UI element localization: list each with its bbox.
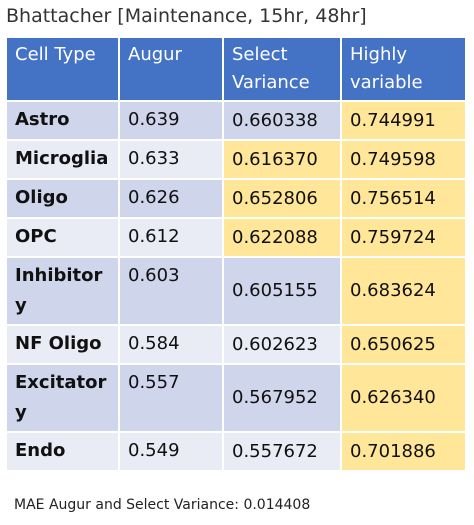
row: Inhibitory 0.603 0.605155 0.683624	[5, 256, 467, 326]
cell: 0.603	[118, 256, 224, 326]
cell-type: Oligo	[5, 178, 120, 219]
cell: 0.622088	[222, 217, 342, 258]
cell-type: OPC	[5, 217, 120, 258]
header-cell: Cell Type	[5, 36, 120, 102]
cell: 0.683624	[340, 256, 467, 326]
cell: 0.567952	[222, 363, 342, 433]
cell: 0.612	[118, 217, 224, 258]
cell-type: Endo	[5, 431, 120, 472]
cell: 0.557	[118, 363, 224, 433]
header-cell: Augur	[118, 36, 224, 102]
cell: 0.602623	[222, 324, 342, 365]
cell: 0.639	[118, 100, 224, 141]
cell-type: Astro	[5, 100, 120, 141]
cell: 0.650625	[340, 324, 467, 365]
header-row: Cell Type Augur Select Variance Highly v…	[5, 36, 467, 102]
cell: 0.701886	[340, 431, 467, 472]
cell: 0.584	[118, 324, 224, 365]
cell: 0.626	[118, 178, 224, 219]
cell: 0.626340	[340, 363, 467, 433]
cell: 0.756514	[340, 178, 467, 219]
row: Astro 0.639 0.660338 0.744991	[5, 100, 467, 141]
title: Bhattacher [Maintenance, 15hr, 48hr]	[6, 5, 367, 27]
cell-type: Excitatory	[5, 363, 120, 433]
cell-type: Microglia	[5, 139, 120, 180]
cell-type: NF Oligo	[5, 324, 120, 365]
row: Endo 0.549 0.557672 0.701886	[5, 431, 467, 472]
header-cell: Highly variable	[340, 36, 467, 102]
row: Excitatory 0.557 0.567952 0.626340	[5, 363, 467, 433]
cell: 0.660338	[222, 100, 342, 141]
cell: 0.749598	[340, 139, 467, 180]
cell: 0.616370	[222, 139, 342, 180]
row: Microglia 0.633 0.616370 0.749598	[5, 139, 467, 180]
results-table: Cell Type Augur Select Variance Highly v…	[5, 36, 467, 472]
cell: 0.652806	[222, 178, 342, 219]
cell: 0.759724	[340, 217, 467, 258]
cell-type: Inhibitory	[5, 256, 120, 326]
cell: 0.605155	[222, 256, 342, 326]
cell: 0.557672	[222, 431, 342, 472]
row: Oligo 0.626 0.652806 0.756514	[5, 178, 467, 219]
footer-note: MAE Augur and Select Variance: 0.014408	[14, 497, 311, 513]
header-cell: Select Variance	[222, 36, 342, 102]
cell: 0.549	[118, 431, 224, 472]
cell: 0.744991	[340, 100, 467, 141]
row: NF Oligo 0.584 0.602623 0.650625	[5, 324, 467, 365]
cell: 0.633	[118, 139, 224, 180]
row: OPC 0.612 0.622088 0.759724	[5, 217, 467, 258]
